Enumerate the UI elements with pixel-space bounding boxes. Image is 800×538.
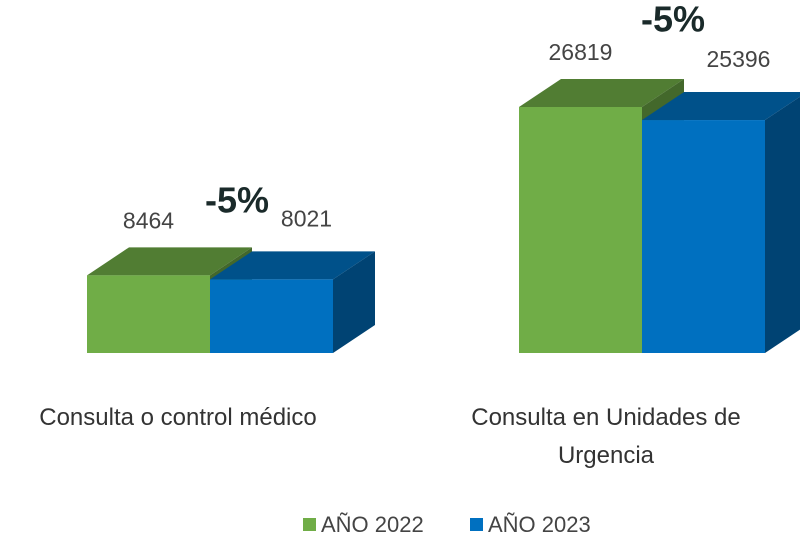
legend-swatch [303, 518, 316, 531]
bar [519, 107, 642, 353]
data-label: 26819 [549, 39, 613, 65]
annotation: -5% [641, 0, 705, 40]
bar-top [519, 79, 684, 107]
data-label: 25396 [707, 46, 771, 72]
legend-label: AÑO 2022 [321, 512, 424, 537]
bar [210, 279, 333, 353]
bar-top [87, 247, 252, 276]
bar-side [333, 251, 375, 353]
bar [87, 275, 210, 353]
bar-top [642, 92, 800, 121]
x-tick-label: Consulta en Unidades de Urgencia [471, 404, 741, 469]
data-label: 8021 [281, 206, 332, 232]
legend-swatch [470, 518, 483, 531]
x-tick-label: Consulta o control médico [39, 404, 317, 431]
data-label: 8464 [123, 207, 174, 233]
bar-top [210, 251, 375, 280]
annotation: -5% [205, 180, 269, 221]
bar-side [765, 96, 800, 353]
legend-label: AÑO 2023 [488, 512, 591, 537]
bar [642, 120, 765, 353]
